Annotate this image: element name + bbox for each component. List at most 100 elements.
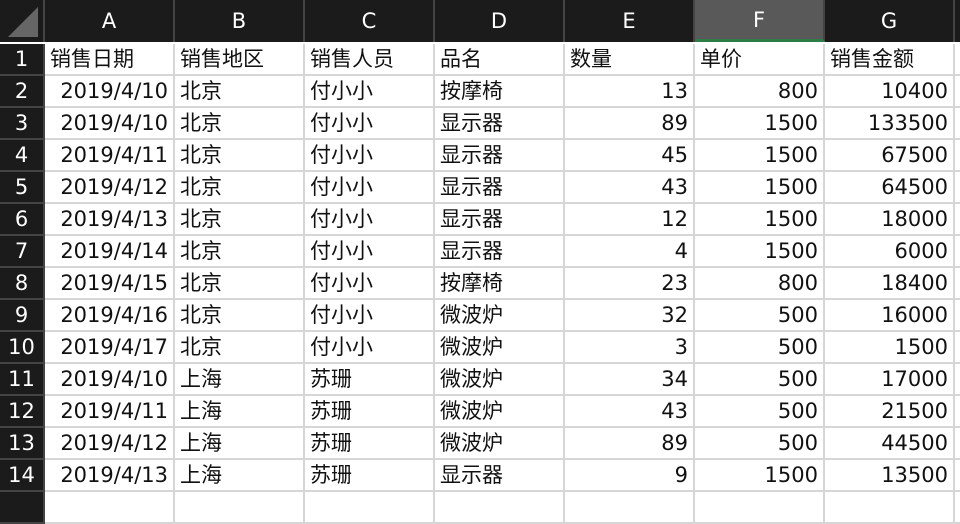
row-header-8[interactable]: 8 [0, 268, 45, 300]
table-cell[interactable]: 13 [565, 76, 695, 108]
column-header-e[interactable]: E [565, 0, 695, 42]
table-cell[interactable]: 43 [565, 396, 695, 428]
table-cell[interactable]: 2019/4/15 [45, 268, 175, 300]
table-cell[interactable]: 21500 [825, 396, 955, 428]
table-cell[interactable]: 16000 [825, 300, 955, 332]
table-cell[interactable]: 显示器 [435, 460, 565, 492]
table-cell[interactable]: 显示器 [435, 108, 565, 140]
table-cell[interactable]: 显示器 [435, 236, 565, 268]
table-cell[interactable]: 北京 [175, 204, 305, 236]
row-header-6[interactable]: 6 [0, 204, 45, 236]
header-cell[interactable]: 销售金额 [825, 44, 955, 76]
table-cell[interactable]: 2019/4/10 [45, 108, 175, 140]
table-cell[interactable]: 微波炉 [435, 428, 565, 460]
table-cell[interactable]: 2019/4/10 [45, 364, 175, 396]
table-cell[interactable]: 2019/4/13 [45, 460, 175, 492]
table-cell[interactable]: 32 [565, 300, 695, 332]
table-cell[interactable]: 微波炉 [435, 332, 565, 364]
table-cell[interactable]: 上海 [175, 364, 305, 396]
table-cell[interactable]: 付小小 [305, 172, 435, 204]
table-cell[interactable]: 67500 [825, 140, 955, 172]
table-cell[interactable]: 500 [695, 364, 825, 396]
table-cell[interactable] [955, 236, 960, 268]
row-header-15[interactable] [0, 492, 45, 524]
row-header-4[interactable]: 4 [0, 140, 45, 172]
column-header-b[interactable]: B [175, 0, 305, 42]
table-cell[interactable] [565, 492, 695, 524]
table-cell[interactable]: 13500 [825, 460, 955, 492]
table-cell[interactable] [955, 76, 960, 108]
table-cell[interactable]: 89 [565, 428, 695, 460]
row-header-11[interactable]: 11 [0, 364, 45, 396]
table-cell[interactable]: 44500 [825, 428, 955, 460]
row-header-2[interactable]: 2 [0, 76, 45, 108]
table-cell[interactable]: 2019/4/16 [45, 300, 175, 332]
table-cell[interactable] [695, 492, 825, 524]
table-cell[interactable]: 2019/4/17 [45, 332, 175, 364]
table-cell[interactable]: 1500 [695, 140, 825, 172]
row-header-9[interactable]: 9 [0, 300, 45, 332]
table-cell[interactable]: 89 [565, 108, 695, 140]
table-cell[interactable]: 23 [565, 268, 695, 300]
table-cell[interactable]: 付小小 [305, 332, 435, 364]
table-cell[interactable]: 苏珊 [305, 364, 435, 396]
table-cell[interactable] [825, 492, 955, 524]
row-header-13[interactable]: 13 [0, 428, 45, 460]
table-cell[interactable]: 2019/4/10 [45, 76, 175, 108]
table-cell[interactable]: 付小小 [305, 108, 435, 140]
table-cell[interactable]: 北京 [175, 108, 305, 140]
column-header-g[interactable]: G [825, 0, 955, 42]
header-cell[interactable]: 品名 [435, 44, 565, 76]
table-cell[interactable] [955, 204, 960, 236]
table-cell[interactable] [955, 140, 960, 172]
table-cell[interactable]: 微波炉 [435, 300, 565, 332]
row-header-14[interactable]: 14 [0, 460, 45, 492]
table-cell[interactable]: 付小小 [305, 76, 435, 108]
table-cell[interactable] [175, 492, 305, 524]
table-cell[interactable]: 2019/4/12 [45, 172, 175, 204]
table-cell[interactable]: 800 [695, 76, 825, 108]
table-cell[interactable]: 10400 [825, 76, 955, 108]
table-cell[interactable]: 133500 [825, 108, 955, 140]
table-cell[interactable]: 付小小 [305, 300, 435, 332]
table-cell[interactable]: 2019/4/14 [45, 236, 175, 268]
column-header-f[interactable]: F [695, 0, 825, 42]
table-cell[interactable]: 显示器 [435, 172, 565, 204]
table-cell[interactable]: 1500 [695, 172, 825, 204]
header-cell[interactable]: 销售人员 [305, 44, 435, 76]
table-cell[interactable]: 付小小 [305, 268, 435, 300]
table-cell[interactable]: 43 [565, 172, 695, 204]
header-cell[interactable]: 数量 [565, 44, 695, 76]
table-cell[interactable]: 1500 [695, 204, 825, 236]
table-cell[interactable]: 2019/4/11 [45, 140, 175, 172]
table-cell[interactable] [955, 492, 960, 524]
row-header-7[interactable]: 7 [0, 236, 45, 268]
row-header-1[interactable]: 1 [0, 44, 45, 76]
table-cell[interactable]: 北京 [175, 332, 305, 364]
table-cell[interactable]: 按摩椅 [435, 76, 565, 108]
table-cell[interactable]: 上海 [175, 428, 305, 460]
table-cell[interactable]: 4 [565, 236, 695, 268]
table-cell[interactable]: 北京 [175, 236, 305, 268]
table-cell[interactable]: 苏珊 [305, 460, 435, 492]
table-cell[interactable]: 北京 [175, 172, 305, 204]
header-cell[interactable]: 单价 [695, 44, 825, 76]
table-cell[interactable] [955, 172, 960, 204]
column-header-d[interactable]: D [435, 0, 565, 42]
table-cell[interactable]: 18000 [825, 204, 955, 236]
row-header-12[interactable]: 12 [0, 396, 45, 428]
table-cell[interactable] [435, 492, 565, 524]
table-cell[interactable] [45, 492, 175, 524]
table-cell[interactable]: 付小小 [305, 236, 435, 268]
header-cell[interactable]: 销售地区 [175, 44, 305, 76]
table-cell[interactable]: 付小小 [305, 204, 435, 236]
table-cell[interactable]: 北京 [175, 300, 305, 332]
table-cell[interactable]: 500 [695, 396, 825, 428]
header-cell[interactable]: 销售日期 [45, 44, 175, 76]
table-cell[interactable] [955, 364, 960, 396]
table-cell[interactable] [955, 268, 960, 300]
table-cell[interactable]: 2019/4/12 [45, 428, 175, 460]
table-cell[interactable]: 2019/4/13 [45, 204, 175, 236]
table-cell[interactable] [305, 492, 435, 524]
table-cell[interactable]: 500 [695, 300, 825, 332]
